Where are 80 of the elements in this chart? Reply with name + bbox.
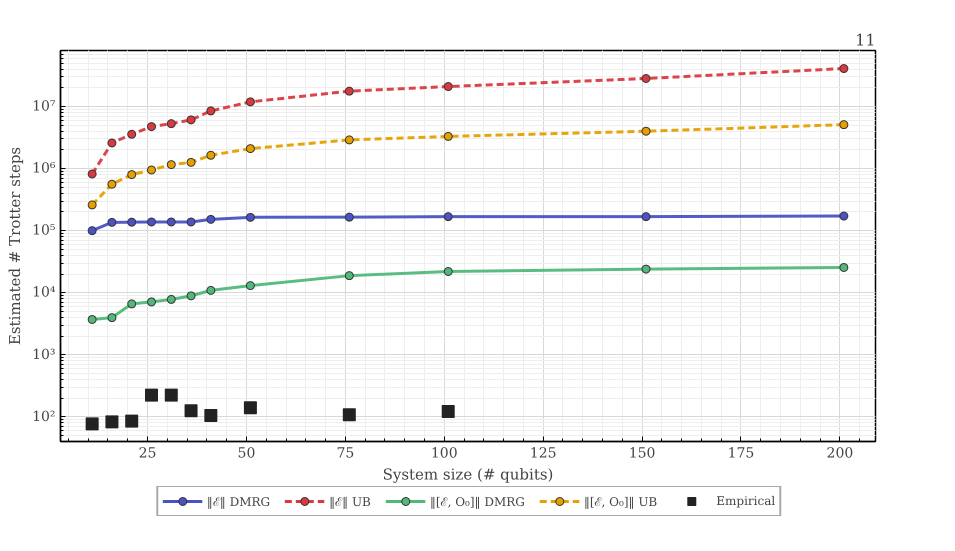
point (444, 212, 453, 222)
point (206, 106, 216, 116)
point (107, 180, 116, 189)
x-tick-label: 175 (728, 446, 754, 462)
point (204, 408, 218, 422)
x-tick-label: 75 (336, 446, 354, 462)
point (127, 218, 136, 227)
point (839, 212, 848, 221)
point (107, 138, 116, 148)
point (166, 160, 176, 170)
text: 11 (855, 30, 876, 50)
point (444, 266, 453, 276)
point (125, 414, 138, 428)
x-tick-label: 25 (138, 446, 156, 462)
legend-label: ‖[ℰ, O₀]‖ UB (584, 494, 658, 510)
point (184, 404, 198, 418)
point (246, 144, 255, 154)
y-tick-label: 10⁵ (32, 222, 56, 239)
x-tick-label: 200 (826, 446, 854, 462)
x-axis-title: System size (# qubits) (382, 466, 554, 484)
point (146, 297, 156, 306)
x-tick-label: 150 (628, 446, 656, 462)
x-tick-label: 100 (430, 446, 458, 462)
point (166, 294, 176, 304)
point (146, 165, 156, 174)
point (186, 158, 196, 167)
point (146, 217, 156, 226)
point (642, 74, 651, 83)
point (442, 404, 455, 418)
point (246, 97, 255, 106)
point (127, 170, 136, 180)
point (206, 214, 216, 224)
point (246, 281, 255, 290)
point (144, 388, 158, 402)
point (186, 291, 196, 300)
point (839, 64, 848, 74)
point (206, 286, 216, 295)
point (88, 200, 97, 210)
point (444, 82, 453, 92)
point (86, 417, 99, 430)
point (166, 119, 176, 128)
point (186, 217, 196, 226)
point (186, 115, 196, 124)
point (642, 264, 651, 274)
point (206, 150, 216, 160)
y-tick-label: 10⁴ (32, 284, 56, 301)
point (88, 315, 97, 324)
point (127, 299, 136, 308)
point (344, 271, 354, 280)
legend-label: ‖ℰ‖ DMRG (206, 494, 270, 510)
point (642, 212, 651, 222)
point (344, 212, 354, 222)
x-tick-label: 125 (530, 446, 557, 462)
point (127, 130, 136, 139)
point (246, 212, 255, 222)
x-tick-label: 50 (238, 446, 256, 462)
point (166, 217, 176, 226)
point (164, 388, 178, 402)
y-tick-label: 10⁶ (32, 160, 56, 177)
point (88, 226, 97, 236)
point (642, 126, 651, 136)
legend-label: Empirical (716, 494, 776, 508)
y-tick-label: 10² (32, 408, 56, 425)
point (344, 135, 354, 144)
point (344, 86, 354, 96)
point (342, 408, 356, 422)
point (146, 122, 156, 132)
y-axis-title: Estimated # Trotter steps (6, 146, 24, 346)
point (839, 120, 848, 130)
point (107, 313, 116, 322)
point (839, 262, 848, 272)
y-tick-label: 10³ (32, 346, 56, 363)
point (444, 132, 453, 141)
point (105, 415, 118, 428)
point (107, 218, 116, 227)
legend-label: ‖[ℰ, O₀]‖ DMRG (430, 494, 525, 510)
y-tick-label: 10⁷ (32, 98, 56, 115)
legend-label: ‖ℰ‖ UB (329, 494, 371, 510)
point (88, 169, 97, 178)
point (244, 401, 257, 414)
